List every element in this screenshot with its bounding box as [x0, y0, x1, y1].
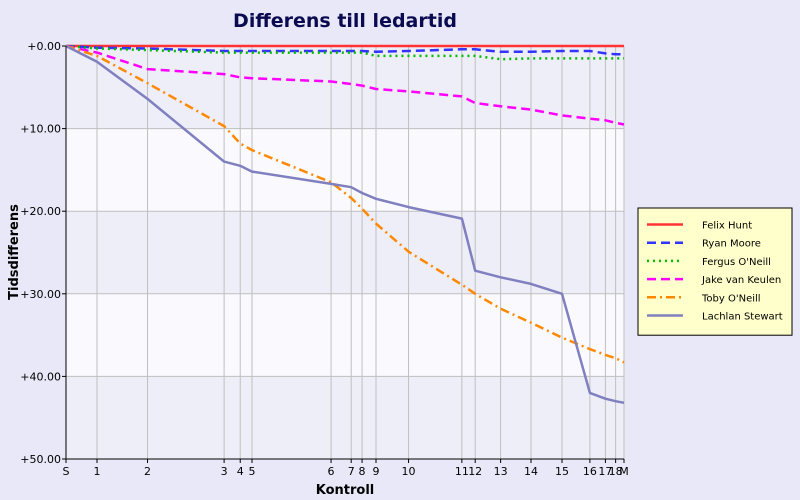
x-tick-label: 17	[598, 465, 612, 478]
x-tick-label: 15	[555, 465, 569, 478]
y-tick-label: +40.00	[20, 370, 61, 383]
x-tick-label: 11	[455, 465, 469, 478]
x-tick-label: 1	[94, 465, 101, 478]
y-tick-label: +20.00	[20, 205, 61, 218]
x-tick-label: 18	[609, 465, 623, 478]
legend-label: Fergus O'Neill	[702, 257, 771, 268]
series-line-toby-o-neill	[65, 44, 625, 364]
legend: Felix Hunt Ryan Moore Fergus O'Neill Jake v…	[637, 207, 793, 336]
y-axis-title: Tidsdifferens	[7, 204, 22, 300]
x-tick-label: 10	[402, 465, 416, 478]
plot-band	[66, 376, 624, 459]
x-tick-label: 6	[328, 465, 335, 478]
legend-box	[637, 207, 793, 336]
legend-label: Toby O'Neill	[701, 293, 761, 304]
y-tick-label: +30.00	[20, 288, 61, 301]
series-line-ryan-moore	[65, 44, 624, 56]
x-tick-label: 14	[524, 465, 538, 478]
x-tick-label: 4	[237, 465, 244, 478]
series-line-lachlan-stewart	[65, 44, 625, 405]
x-tick-label: 13	[494, 465, 508, 478]
plot-band	[66, 211, 624, 294]
x-tick-label: M	[619, 465, 629, 478]
plot-background	[66, 46, 624, 459]
y-axis-ticks: +0.00 +10.00 +20.00 +30.00 +40.00 +50.00	[20, 40, 66, 466]
x-axis-title: Kontroll	[316, 483, 375, 498]
chart-title: Differens till ledartid	[233, 10, 457, 32]
x-tick-label: 16	[583, 465, 597, 478]
x-tick-label: 8	[359, 465, 366, 478]
plot-band	[66, 128, 624, 212]
x-tick-label: 3	[221, 465, 228, 478]
legend-label: Ryan Moore	[702, 239, 761, 250]
series-line-jake-van-keulen	[65, 44, 625, 126]
legend-label: Lachlan Stewart	[702, 312, 783, 323]
x-tick-label: 9	[373, 465, 380, 478]
x-tick-label: 2	[144, 465, 151, 478]
series-lines	[65, 44, 625, 405]
y-tick-label: +10.00	[20, 123, 61, 136]
y-tick-label: +0.00	[27, 40, 61, 53]
x-tick-label: 7	[348, 465, 355, 478]
x-tick-label: S	[63, 465, 70, 478]
plot-band	[66, 293, 624, 377]
x-tick-label: 5	[249, 465, 256, 478]
y-tick-label: +50.00	[20, 453, 61, 466]
legend-label: Jake van Keulen	[701, 275, 781, 286]
x-tick-label: 12	[468, 465, 482, 478]
legend-label: Felix Hunt	[702, 221, 752, 232]
